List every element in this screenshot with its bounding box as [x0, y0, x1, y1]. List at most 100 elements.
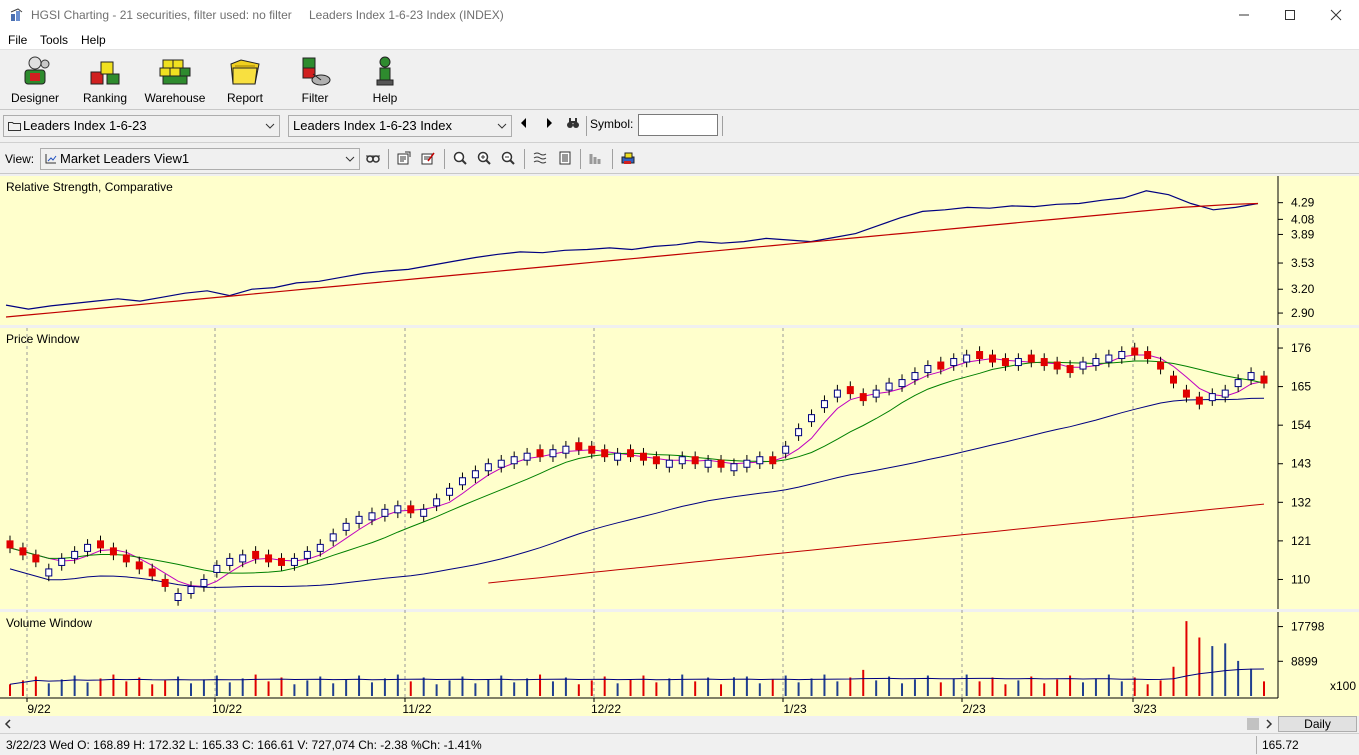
zoom-out-button[interactable] [499, 149, 517, 167]
help-button[interactable]: Help [352, 52, 418, 108]
candle-body [265, 554, 273, 563]
candle-body [1066, 365, 1074, 374]
view-select[interactable]: Market Leaders View1 [40, 148, 360, 170]
toolbar-separator [612, 149, 613, 169]
price-panel-title: Price Window [6, 332, 80, 346]
candle-body [846, 386, 854, 395]
candle-body [833, 389, 841, 398]
candle-body [1105, 354, 1113, 363]
candle-body [497, 459, 505, 468]
candle-body [316, 543, 324, 552]
candle-body [484, 463, 492, 472]
symbol-input[interactable] [638, 114, 718, 136]
date-tick-label: 10/22 [212, 702, 242, 716]
close-button[interactable] [1313, 0, 1359, 30]
printer-icon [621, 152, 635, 164]
zoom-in-button[interactable] [475, 149, 493, 167]
candle-body [122, 554, 130, 563]
candle-body [704, 459, 712, 468]
filter-button[interactable]: Filter [282, 52, 348, 108]
relative-strength-panel [5, 190, 1259, 318]
candle-body [45, 568, 53, 577]
warehouse-button[interactable]: Warehouse [142, 52, 208, 108]
candle-body [187, 585, 195, 594]
price-tick-label: 121 [1291, 534, 1311, 548]
rs-tick-label: 4.08 [1291, 212, 1315, 226]
candle-body [148, 568, 156, 577]
designer-button[interactable]: Designer [2, 52, 68, 108]
candle-body [627, 449, 635, 458]
list-select[interactable]: Leaders Index 1-6-23 [3, 115, 280, 137]
candle-body [523, 452, 531, 461]
next-security-button[interactable] [540, 114, 558, 132]
candle-body [471, 470, 479, 479]
candle-body [924, 365, 932, 374]
volume-tick-label: 17798 [1291, 620, 1325, 634]
moving-average-3 [488, 503, 1265, 584]
menu-help[interactable]: Help [81, 33, 106, 47]
view-options-button[interactable] [364, 149, 382, 167]
candle-body [32, 554, 40, 563]
minimize-button[interactable] [1221, 0, 1267, 30]
bar-chart-button[interactable] [587, 149, 605, 167]
chart-grid [0, 176, 1359, 699]
print-button[interactable] [619, 149, 637, 167]
panel-divider [0, 609, 1359, 612]
zoom-out-icon [501, 151, 515, 165]
chevron-down-icon [497, 123, 507, 129]
chart-area[interactable]: 4.29 4.08 3.89 3.53 3.20 2.90 176 165 154 143 132 1… [0, 176, 1359, 716]
candle-body [950, 358, 958, 367]
chart-canvas[interactable]: 4.29 4.083.89 3.53 3.20 2.90 176 165 154 143 132 1… [0, 176, 1359, 716]
date-axis: 9/22 10/22 11/22 12/22 1/23 2/23 3/23 [26, 698, 1157, 716]
find-button[interactable] [564, 114, 582, 132]
candle-body [303, 550, 311, 559]
date-tick-label: 3/23 [1133, 702, 1157, 716]
candle-body [1221, 389, 1229, 398]
candle-body [782, 445, 790, 454]
glasses-icon [366, 155, 380, 163]
candle-body [19, 547, 27, 556]
menu-tools[interactable]: Tools [40, 33, 69, 47]
folder-icon [8, 122, 21, 131]
candle-body [109, 547, 117, 556]
previous-security-button[interactable] [515, 114, 533, 132]
menu-file[interactable]: File [8, 33, 28, 47]
report-icon [230, 59, 260, 85]
report-button[interactable]: Report [212, 52, 278, 108]
candle-body [239, 554, 247, 563]
security-select[interactable]: Leaders Index 1-6-23 Index [288, 115, 512, 137]
window-subtitle: Leaders Index 1-6-23 Index (INDEX) [309, 8, 504, 22]
toolbar-separator [444, 149, 445, 169]
status-bar: 3/22/23 Wed O: 168.89 H: 172.32 L: 165.3… [0, 733, 1359, 755]
candle-body [575, 442, 583, 451]
price-tick-label: 110 [1291, 572, 1310, 586]
data-table-button[interactable] [556, 149, 574, 167]
toolbar-separator [388, 149, 389, 169]
ranking-button[interactable]: Ranking [72, 52, 138, 108]
horizontal-scrollbar[interactable] [0, 716, 1359, 732]
candle-body [329, 533, 337, 542]
zoom-button[interactable] [451, 149, 469, 167]
candle-body [1131, 347, 1139, 356]
view-label: View: [5, 152, 35, 166]
scroll-left-icon[interactable] [3, 719, 13, 729]
indicators-button[interactable] [531, 149, 549, 167]
rs-line-0 [5, 190, 1259, 310]
candle-body [1195, 396, 1203, 405]
toolbar-separator [586, 116, 587, 136]
date-tick-label: 1/23 [783, 702, 807, 716]
maximize-button[interactable] [1267, 0, 1313, 30]
chart-properties-button[interactable] [395, 149, 413, 167]
candle-body [1144, 351, 1152, 360]
rs-tick-label: 4.29 [1291, 196, 1315, 210]
periodicity-button[interactable]: Daily [1278, 716, 1357, 732]
rs-tick-label: 3.53 [1291, 256, 1315, 270]
scroll-thumb[interactable] [1247, 718, 1259, 730]
candle-body [859, 393, 867, 402]
candle-body [1014, 358, 1022, 367]
candle-body [820, 400, 828, 409]
edit-chart-button[interactable] [419, 149, 437, 167]
chevron-down-icon [345, 156, 355, 162]
filter-icon [302, 57, 331, 86]
scroll-right-icon[interactable] [1264, 719, 1274, 729]
